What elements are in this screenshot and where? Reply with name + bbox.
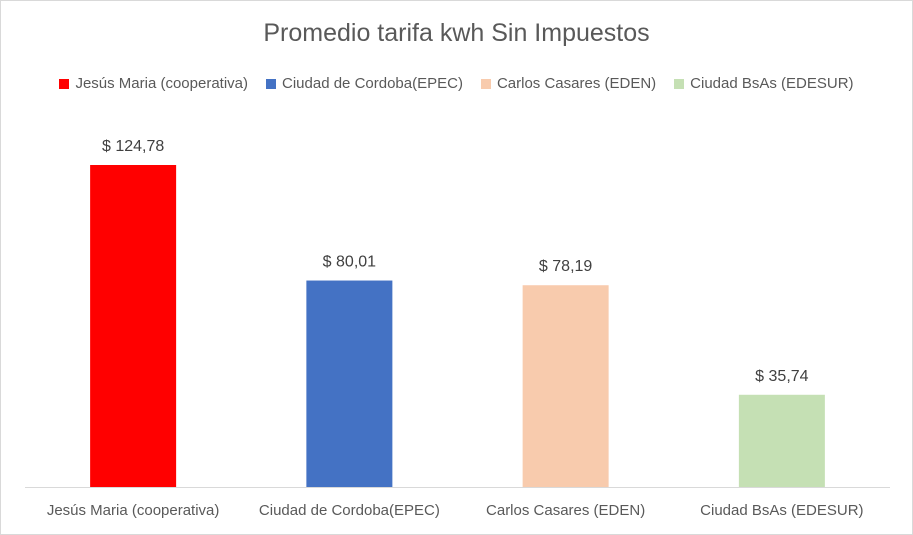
legend-item-bsas: Ciudad BsAs (EDESUR) bbox=[674, 75, 854, 92]
category-label-cordoba: Ciudad de Cordoba(EPEC) bbox=[259, 502, 440, 519]
legend-swatch-cordoba bbox=[266, 78, 277, 89]
legend-label-bsas: Ciudad BsAs (EDESUR) bbox=[690, 75, 854, 92]
legend-swatch-bsas bbox=[674, 78, 685, 89]
legend-label-jesus-maria: Jesús Maria (cooperativa) bbox=[75, 75, 249, 92]
chart-title: Promedio tarifa kwh Sin Impuestos bbox=[263, 19, 650, 47]
legend: Jesús Maria (cooperativa) Ciudad de Cord… bbox=[1, 75, 912, 92]
data-label-cordoba: $ 80,01 bbox=[323, 254, 376, 271]
legend-label-cordoba: Ciudad de Cordoba(EPEC) bbox=[282, 75, 463, 92]
legend-label-carlos-casares: Carlos Casares (EDEN) bbox=[496, 75, 657, 92]
category-label-jesus-maria: Jesús Maria (cooperativa) bbox=[47, 502, 220, 519]
legend-item-cordoba: Ciudad de Cordoba(EPEC) bbox=[266, 75, 463, 92]
legend-swatch-jesus-maria bbox=[59, 78, 70, 89]
legend-item-jesus-maria: Jesús Maria (cooperativa) bbox=[59, 75, 248, 92]
bar-carlos-casares bbox=[522, 285, 609, 487]
bar-cordoba bbox=[306, 280, 393, 487]
data-label-jesus-maria: $ 124,78 bbox=[102, 138, 164, 155]
category-label-bsas: Ciudad BsAs (EDESUR) bbox=[700, 502, 863, 519]
bar-bsas bbox=[738, 394, 825, 487]
data-label-carlos-casares: $ 78,19 bbox=[539, 258, 592, 275]
legend-swatch-carlos-casares bbox=[480, 78, 491, 89]
legend-item-carlos-casares: Carlos Casares (EDEN) bbox=[480, 75, 657, 92]
data-label-bsas: $ 35,74 bbox=[755, 368, 808, 385]
bar-jesus-maria bbox=[90, 165, 177, 487]
category-label-carlos-casares: Carlos Casares (EDEN) bbox=[486, 502, 645, 519]
